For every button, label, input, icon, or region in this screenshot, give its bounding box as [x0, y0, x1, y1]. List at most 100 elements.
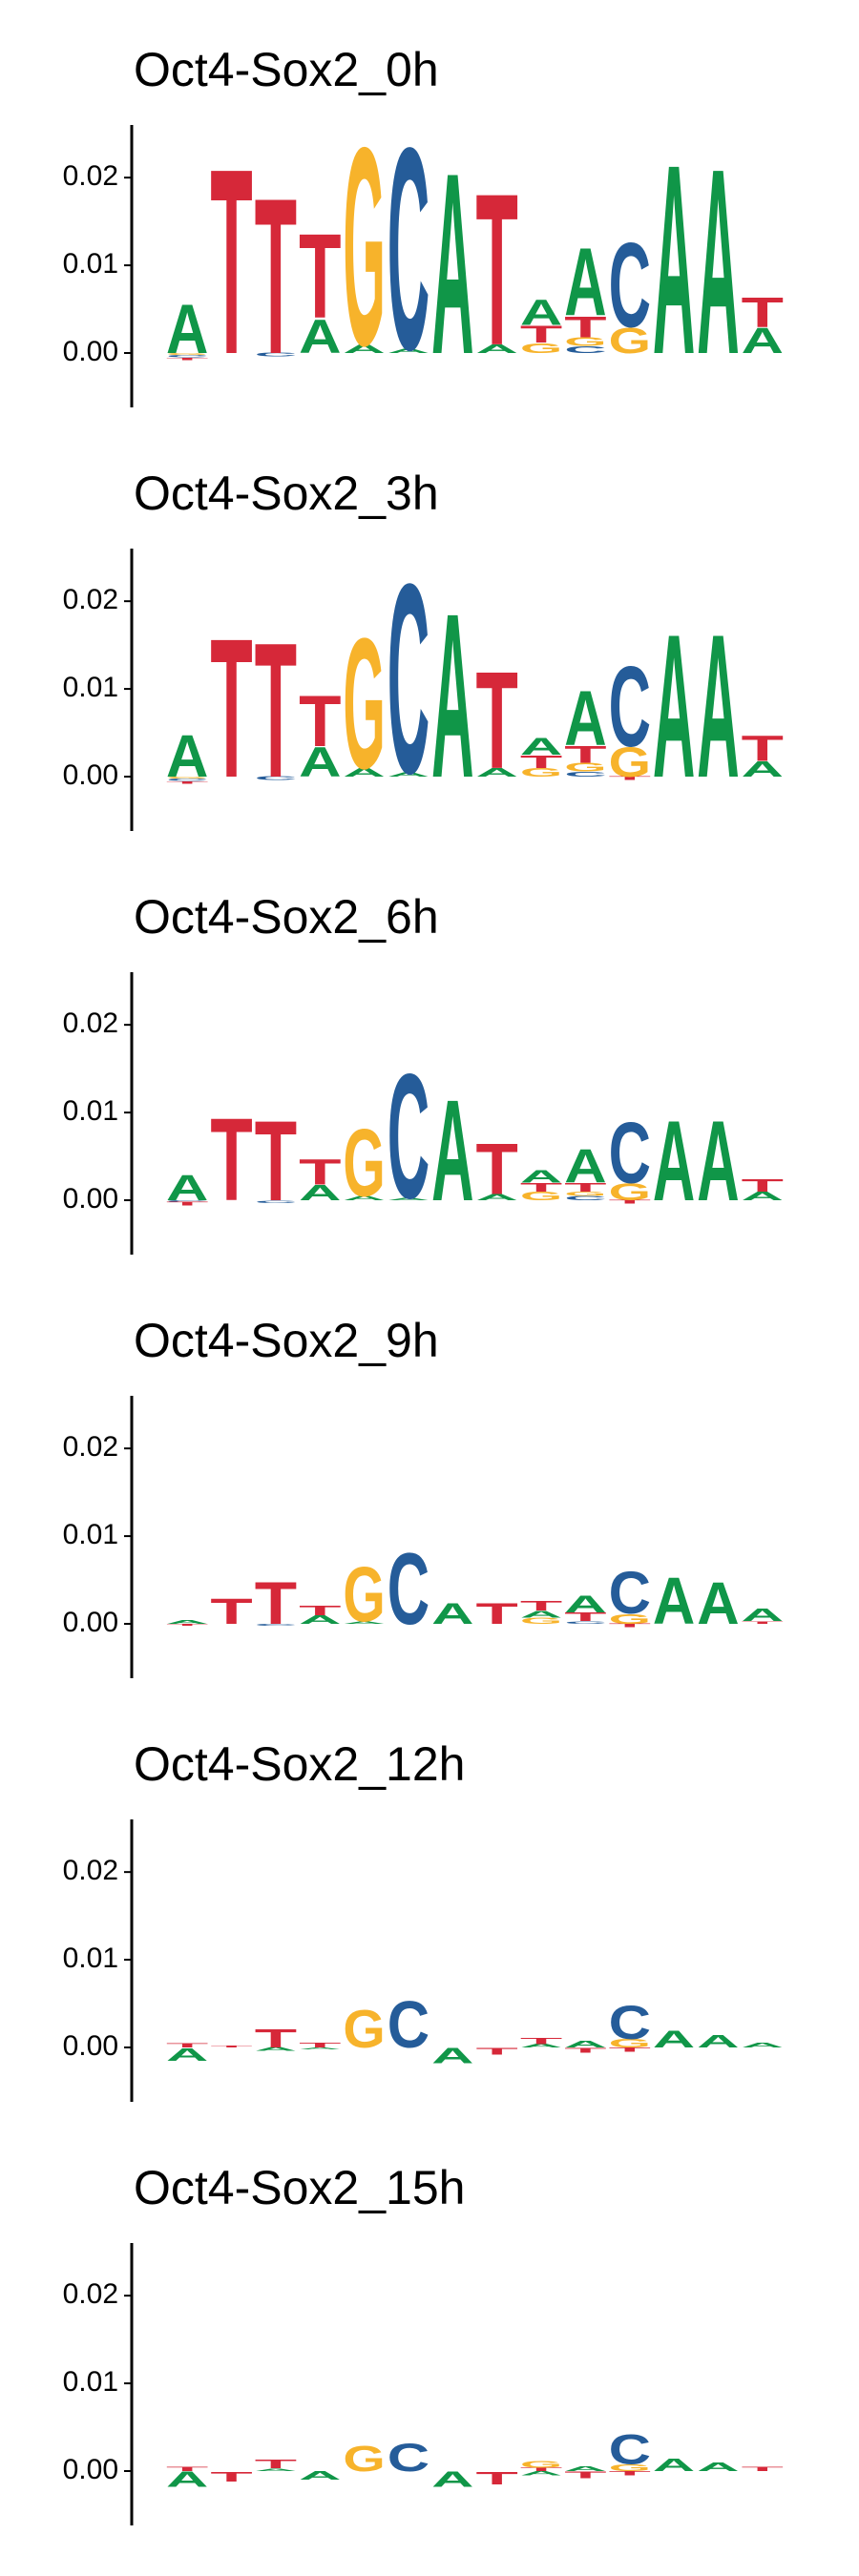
y-tick-label: 0.02	[63, 2278, 118, 2310]
logo-letter: A	[520, 1167, 562, 1187]
logo-letter: C	[166, 778, 208, 781]
logo-letter: A	[564, 1139, 606, 1194]
logo-letter: A	[431, 564, 473, 826]
y-tick-label: 0.00	[63, 1183, 118, 1215]
logo-letter: G	[343, 2439, 385, 2479]
logo-letter: A	[299, 1613, 341, 1627]
logo-letter: T	[299, 2041, 341, 2048]
logo-letter: A	[431, 1597, 473, 1631]
logo-letter: T	[564, 1180, 606, 1194]
logo-letter: A	[166, 1168, 208, 1208]
panel-title: Oct4-Sox2_9h	[134, 1314, 439, 1367]
logo-letter: C	[388, 2436, 430, 2480]
logo-letter: G	[609, 1610, 651, 1627]
logo-letter: A	[742, 1190, 784, 1203]
logo-letter: A	[697, 1569, 739, 1637]
logo-letter: G	[520, 340, 562, 356]
logo-letter: T	[299, 210, 341, 344]
logo-letter: A	[299, 309, 341, 364]
logo-letter: G	[564, 335, 606, 348]
logo-letter: T	[520, 752, 562, 772]
y-tick-label: 0.00	[63, 2030, 118, 2062]
y-tick-label: 0.02	[63, 1008, 118, 1039]
logo-letter: A	[343, 343, 385, 356]
logo-letter: A	[388, 347, 430, 354]
y-tick-label: 0.01	[63, 672, 118, 703]
logo-letter: A	[299, 1181, 341, 1205]
logo-letter: C	[564, 770, 606, 778]
logo-letter: A	[742, 1605, 784, 1625]
logo-letter: T	[742, 1175, 784, 1195]
logo-letter: A	[742, 321, 784, 361]
y-tick-label: 0.00	[63, 2454, 118, 2485]
logo-letter: C	[609, 1106, 651, 1202]
logo-letter: T	[255, 2024, 298, 2053]
logo-panel: Oct4-Sox2_9h0.000.010.02CGTAACGTAGCTCGAT…	[63, 1314, 784, 1678]
y-tick-label: 0.00	[63, 759, 118, 791]
y-tick-label: 0.02	[63, 160, 118, 192]
logo-letter: C	[609, 2426, 651, 2473]
logo-letter: C	[564, 1195, 606, 1201]
panel-title: Oct4-Sox2_0h	[134, 43, 439, 96]
logo-letter: T	[742, 289, 784, 336]
y-tick-label: 0.02	[63, 584, 118, 615]
logo-letter: T	[299, 1602, 341, 1618]
logo-letter: T	[299, 1153, 341, 1193]
logo-letter: T	[255, 1569, 297, 1637]
logo-letter: A	[343, 1195, 385, 1201]
logo-letter: T	[255, 1098, 297, 1226]
logo-letter: A	[697, 2461, 739, 2474]
logo-letter: C	[609, 643, 651, 771]
logo-letter: T	[299, 681, 341, 761]
logo-letter: A	[697, 593, 739, 821]
logo-letter: A	[299, 2047, 341, 2050]
logo-letter: A	[299, 739, 341, 786]
logo-letter: A	[431, 1070, 473, 1232]
logo-letter: T	[210, 1591, 252, 1631]
logo-letter: T	[520, 2036, 562, 2046]
logo-letter: T	[476, 643, 518, 798]
logo-letter: C	[255, 776, 297, 781]
logo-letter: A	[520, 293, 562, 333]
y-tick-label: 0.00	[63, 1607, 118, 1638]
logo-letter: C	[255, 1199, 297, 1203]
logo-panel: Oct4-Sox2_15h0.000.010.02CGTAACGTCGATCGT…	[63, 2161, 784, 2525]
logo-letter: G	[343, 598, 385, 807]
logo-letter: A	[697, 114, 739, 410]
logo-letter: T	[609, 776, 651, 781]
logo-letter: T	[476, 1597, 518, 1631]
logo-letter: T	[255, 603, 297, 819]
y-tick-label: 0.02	[63, 1855, 118, 1886]
logo-letter: A	[476, 343, 518, 356]
panel-title: Oct4-Sox2_3h	[134, 467, 439, 520]
logo-letter: C	[388, 528, 430, 830]
logo-letter: A	[653, 109, 695, 411]
logo-letter: G	[609, 2462, 651, 2473]
logo-letter: T	[564, 2469, 606, 2480]
logo-letter: C	[388, 1531, 430, 1646]
logo-letter: A	[564, 675, 606, 761]
logo-letter: T	[564, 310, 606, 343]
panel-title: Oct4-Sox2_12h	[134, 1737, 465, 1791]
logo-letter: A	[520, 2470, 562, 2477]
logo-letter: T	[520, 321, 562, 347]
logo-letter: T	[476, 2468, 518, 2488]
logo-letter: T	[742, 2465, 784, 2472]
logo-letter: A	[520, 2044, 562, 2049]
panel-title: Oct4-Sox2_15h	[134, 2161, 465, 2214]
logo-letter: A	[653, 1098, 695, 1226]
logo-letter: G	[609, 2037, 651, 2050]
y-tick-label: 0.01	[63, 2366, 118, 2398]
logo-letter: G	[520, 1616, 562, 1626]
logo-letter: A	[388, 1197, 430, 1201]
logo-letter: A	[166, 1620, 208, 1626]
logo-letter: A	[255, 2468, 297, 2472]
logo-letter: A	[564, 229, 606, 336]
logo-letter: T	[166, 1624, 208, 1627]
logo-letter: C	[388, 1988, 430, 2062]
logo-letter: A	[166, 722, 208, 790]
logo-letter: G	[520, 1190, 562, 1203]
logo-letter: T	[742, 1621, 784, 1625]
logo-letter: C	[609, 218, 651, 353]
